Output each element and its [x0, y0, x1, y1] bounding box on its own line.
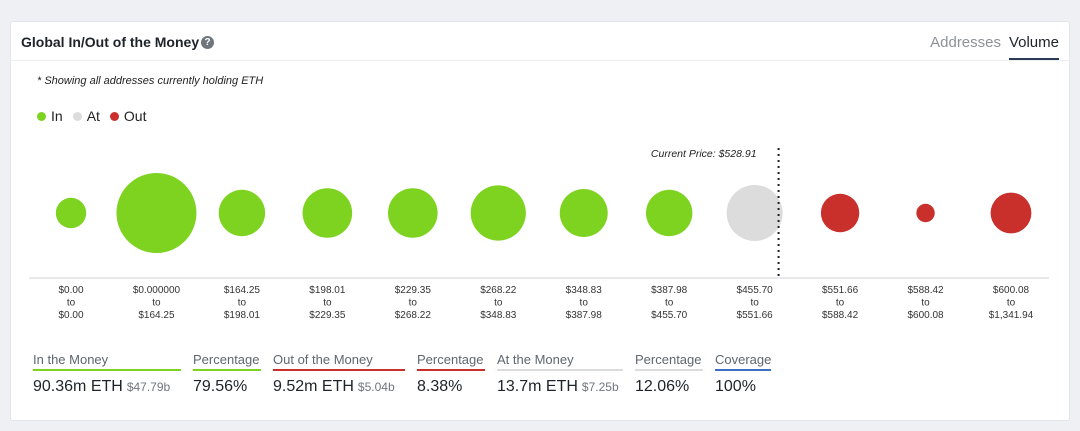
legend-label-at: At: [86, 108, 100, 124]
tab-addresses[interactable]: Addresses: [930, 34, 1001, 51]
range-label: $229.35: [309, 310, 346, 321]
stat-label: Percentage: [635, 352, 703, 371]
range-label: $600.08: [907, 310, 944, 321]
legend-item-in[interactable]: In: [37, 108, 63, 124]
range-label: $164.25: [224, 285, 261, 296]
stat-at-the-money: At the Money 13.7m ETH $7.25b: [497, 352, 623, 396]
range-label: $268.22: [480, 285, 517, 296]
range-label: to: [494, 298, 503, 309]
bubble-out[interactable]: [820, 193, 860, 233]
bubble-in[interactable]: [55, 197, 87, 229]
stat-in-percentage: Percentage 79.56%: [193, 352, 261, 396]
bubble-chart: $0.00to$0.00$0.000000to$164.25$164.25to$…: [29, 148, 1049, 321]
stat-sub: $47.79b: [126, 380, 171, 394]
stat-value: 79.56%: [193, 378, 248, 395]
range-label: $600.08: [993, 285, 1030, 296]
stat-value: 8.38%: [417, 378, 463, 395]
range-label: $588.42: [907, 285, 944, 296]
range-label: $0.00: [58, 285, 83, 296]
tab-volume[interactable]: Volume: [1008, 34, 1059, 60]
stat-sub: $5.04b: [357, 380, 395, 394]
stats-row: In the Money 90.36m ETH $47.79b Percentag…: [33, 352, 783, 396]
stat-out-of-the-money: Out of the Money 9.52m ETH $5.04b: [273, 352, 405, 396]
current-price-label: Current Price: $528.91: [651, 148, 757, 160]
stat-sub: $7.25b: [581, 380, 619, 394]
legend-dot-at: [72, 111, 82, 121]
bubble-in[interactable]: [388, 188, 438, 238]
range-label: $164.25: [138, 310, 175, 321]
range-label: to: [921, 298, 930, 309]
stat-label: Coverage: [715, 352, 771, 371]
range-label: $551.66: [822, 285, 859, 296]
range-label: $1,341.94: [989, 310, 1034, 321]
bubble-out[interactable]: [990, 192, 1032, 234]
bubble-in[interactable]: [218, 189, 266, 237]
range-label: to: [409, 298, 418, 309]
stat-label: In the Money: [33, 352, 181, 371]
stat-in-the-money: In the Money 90.36m ETH $47.79b: [33, 352, 181, 396]
range-label: $387.98: [566, 310, 603, 321]
chart-card: Global In/Out of the Money ? Addresses V…: [10, 21, 1070, 421]
stat-label: Out of the Money: [273, 352, 405, 371]
chart-title: Global In/Out of the Money: [21, 34, 200, 50]
bubble-in[interactable]: [116, 173, 197, 253]
range-label: $455.70: [651, 310, 688, 321]
header-divider: [11, 60, 1069, 61]
legend-item-at[interactable]: At: [72, 108, 100, 124]
range-label: to: [152, 298, 161, 309]
stat-value: 13.7m ETH: [497, 378, 578, 395]
range-label: to: [580, 298, 589, 309]
range-label: $455.70: [737, 285, 774, 296]
range-label: $0.000000: [133, 285, 181, 296]
range-label: to: [67, 298, 76, 309]
bubble-in[interactable]: [559, 189, 608, 237]
range-label: to: [323, 298, 332, 309]
stat-label: Percentage: [193, 352, 261, 371]
range-label: to: [665, 298, 674, 309]
stat-value: 12.06%: [635, 378, 690, 395]
range-label: $348.83: [480, 310, 517, 321]
holdings-note: * Showing all addresses currently holdin…: [37, 75, 264, 87]
range-label: $348.83: [566, 285, 603, 296]
legend-item-out[interactable]: Out: [109, 108, 147, 124]
range-label: $387.98: [651, 285, 688, 296]
bubble-at[interactable]: [726, 185, 783, 241]
legend-label-in: In: [51, 108, 63, 124]
stat-label: Percentage: [417, 352, 485, 371]
legend: In At Out: [37, 108, 147, 124]
range-label: $229.35: [395, 285, 432, 296]
bubble-in[interactable]: [645, 189, 693, 237]
range-label: to: [750, 298, 759, 309]
stat-coverage: Coverage 100%: [715, 352, 771, 396]
range-label: to: [1007, 298, 1016, 309]
stat-at-percentage: Percentage 12.06%: [635, 352, 703, 396]
bubble-in[interactable]: [302, 188, 353, 238]
stat-value: 100%: [715, 378, 756, 395]
range-label: $268.22: [395, 310, 432, 321]
bubble-in[interactable]: [470, 185, 526, 241]
range-label: $551.66: [737, 310, 774, 321]
legend-label-out: Out: [123, 108, 147, 124]
stat-value: 90.36m ETH: [33, 378, 123, 395]
range-label: to: [836, 298, 845, 309]
range-label: to: [238, 298, 247, 309]
legend-dot-out: [109, 111, 119, 121]
stat-out-percentage: Percentage 8.38%: [417, 352, 485, 396]
stat-label: At the Money: [497, 352, 623, 371]
range-label: $588.42: [822, 310, 859, 321]
range-label: $198.01: [309, 285, 346, 296]
question-icon[interactable]: ?: [201, 36, 214, 49]
bubble-out[interactable]: [916, 203, 935, 223]
stat-value: 9.52m ETH: [273, 378, 354, 395]
range-label: $0.00: [58, 310, 83, 321]
range-label: $198.01: [224, 310, 261, 321]
legend-dot-in: [37, 111, 46, 121]
